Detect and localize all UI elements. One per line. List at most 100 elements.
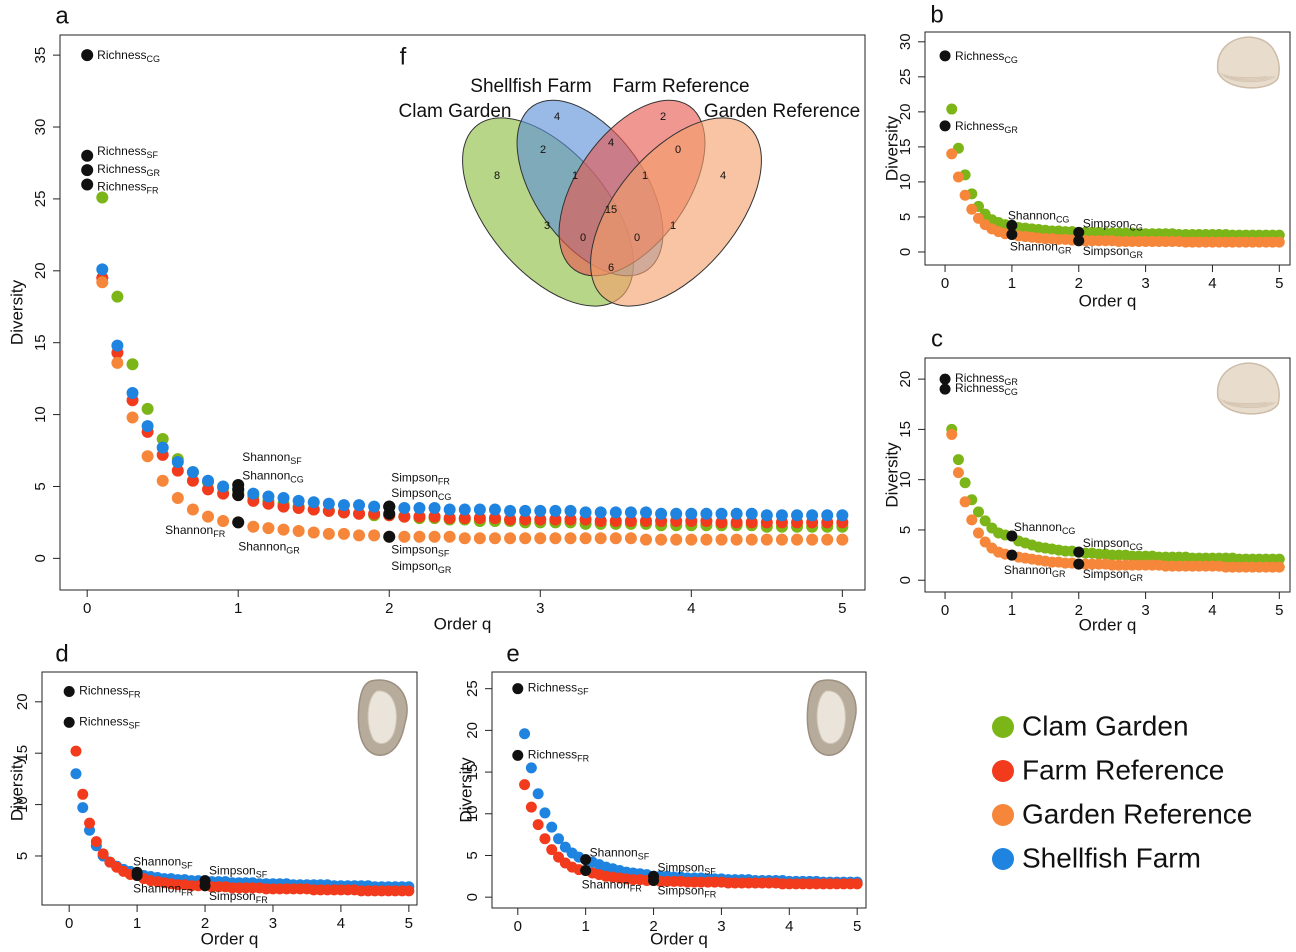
point: [775, 509, 788, 522]
point: [141, 420, 154, 433]
point: [171, 464, 184, 477]
index-subscript: FR: [438, 477, 450, 487]
y-axis-title: Diversity: [456, 757, 475, 823]
venn-count: 3: [544, 220, 550, 232]
point: [111, 356, 124, 369]
index-name: Simpson: [658, 884, 705, 898]
panel-label: c: [931, 325, 943, 352]
y-tick-label: 30: [32, 119, 49, 136]
index-subscript: SF: [181, 861, 193, 871]
y-axis-title: Diversity: [7, 755, 26, 821]
point: [700, 507, 713, 520]
index-label: SimpsonGR: [1083, 567, 1144, 583]
index-subscript: SF: [290, 456, 302, 466]
index-point: [1006, 530, 1018, 542]
index-subscript: SF: [438, 549, 450, 559]
point: [624, 532, 637, 545]
index-point: [81, 149, 94, 162]
index-point: [1006, 228, 1018, 240]
index-point: [1073, 546, 1085, 558]
y-tick-label: 15: [897, 421, 914, 438]
index-name: Richness: [955, 119, 1004, 133]
index-label: RichnessGR: [955, 119, 1018, 135]
venn-set-label: Farm Reference: [612, 76, 749, 97]
venn-count: 15: [605, 204, 617, 216]
x-tick-label: 0: [941, 275, 949, 292]
y-tick-label: 20: [897, 104, 914, 121]
index-subscript: FR: [256, 895, 268, 905]
point: [156, 441, 169, 454]
index-label: ShannonCG: [242, 469, 304, 485]
index-name: Shannon: [1008, 209, 1056, 223]
point: [458, 532, 471, 545]
index-label: ShannonSF: [133, 855, 193, 871]
index-subscript: CG: [1004, 388, 1018, 398]
point: [84, 817, 96, 829]
plot-frame: [41, 671, 418, 906]
point: [488, 532, 501, 545]
point: [579, 532, 592, 545]
index-name: Richness: [79, 715, 128, 729]
index-label: SimpsonSF: [209, 864, 268, 880]
index-label: RichnessFR: [528, 748, 590, 764]
point: [126, 387, 139, 400]
shell-ridge: [1223, 399, 1273, 407]
point: [670, 533, 683, 546]
point: [715, 507, 728, 520]
point: [398, 502, 411, 515]
index-subscript: CG: [147, 55, 161, 65]
point: [972, 506, 984, 518]
index-point: [1073, 235, 1085, 247]
index-subscript: FR: [129, 690, 141, 700]
point: [413, 502, 426, 515]
point: [730, 533, 743, 546]
point: [247, 520, 260, 533]
point: [640, 533, 653, 546]
index-name: Simpson: [209, 889, 256, 903]
point: [640, 506, 653, 519]
index-name: Simpson: [1083, 244, 1130, 258]
x-tick-label: 1: [133, 915, 141, 932]
x-tick-label: 2: [201, 915, 209, 932]
point: [959, 496, 971, 508]
point: [966, 514, 978, 526]
point: [946, 428, 958, 440]
point: [126, 411, 139, 424]
index-name: Richness: [79, 684, 128, 698]
point: [337, 499, 350, 512]
point: [126, 358, 139, 371]
point: [519, 779, 531, 791]
index-subscript: CG: [1056, 215, 1070, 225]
x-tick-label: 5: [405, 915, 413, 932]
point: [946, 103, 958, 115]
point: [202, 510, 215, 523]
y-tick-label: 5: [14, 852, 31, 860]
point: [546, 821, 558, 833]
index-point: [383, 500, 396, 513]
shell-ridge: [1226, 74, 1270, 80]
y-tick-label: 10: [32, 406, 49, 423]
index-name: Richness: [97, 180, 146, 194]
point: [488, 512, 501, 525]
point: [525, 762, 537, 774]
point: [353, 507, 366, 520]
point: [821, 533, 834, 546]
plot-frame: [924, 31, 1291, 266]
index-label: RichnessFR: [97, 180, 159, 196]
point: [458, 512, 471, 525]
point: [277, 491, 290, 504]
point: [428, 510, 441, 523]
y-tick-label: 5: [464, 851, 481, 859]
point: [1273, 561, 1285, 573]
index-subscript: GR: [1052, 569, 1066, 579]
point: [262, 522, 275, 535]
point: [337, 527, 350, 540]
index-name: Shannon: [165, 523, 213, 537]
venn-set: [590, 117, 762, 307]
index-point: [1073, 558, 1085, 570]
index-label: RichnessGR: [97, 162, 160, 178]
legend-swatch: [992, 716, 1014, 738]
x-tick-label: 3: [536, 600, 544, 617]
index-name: Simpson: [658, 860, 705, 874]
point: [504, 504, 517, 517]
